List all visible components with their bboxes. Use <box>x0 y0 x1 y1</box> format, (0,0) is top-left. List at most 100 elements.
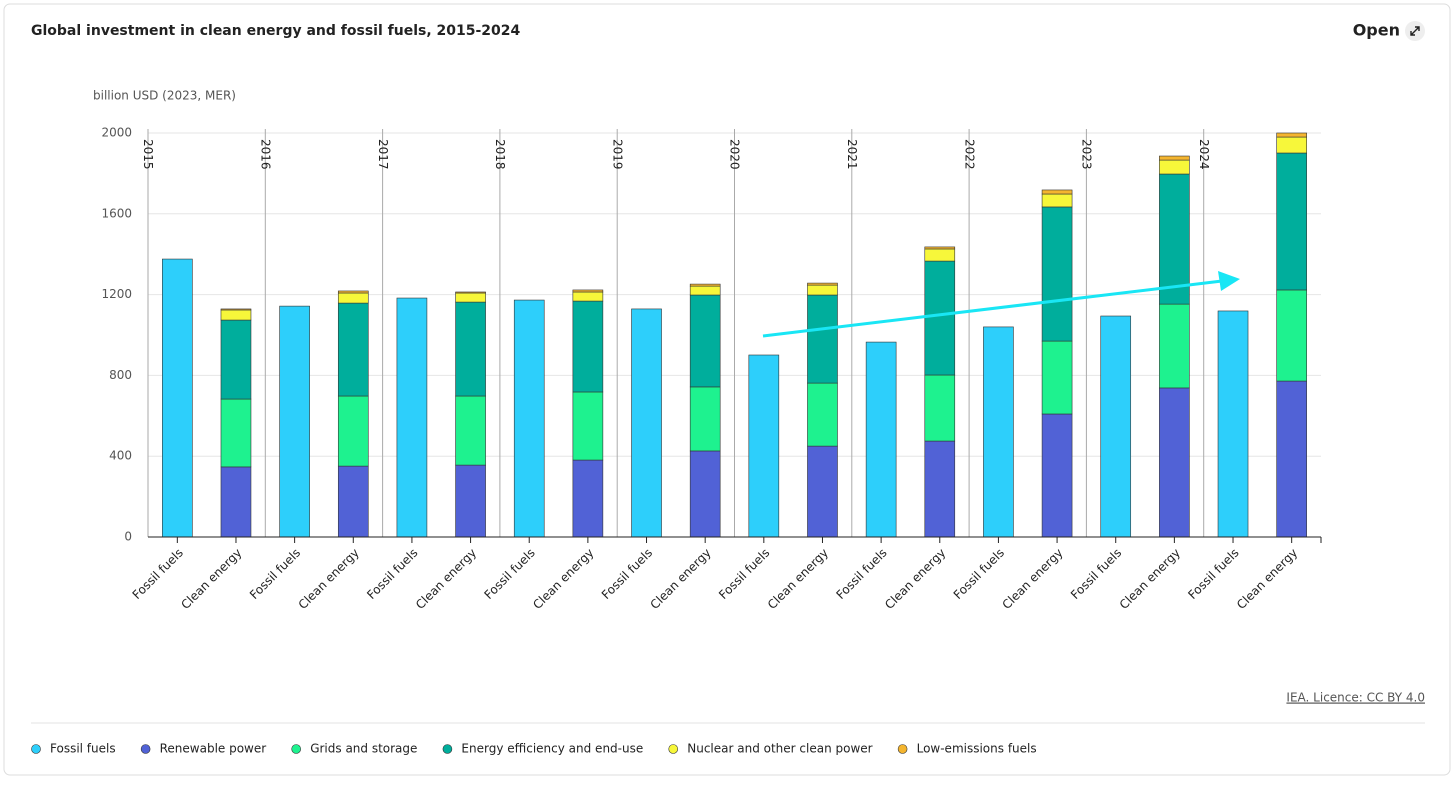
bar-segment <box>807 282 838 286</box>
group-label: 2020 <box>728 139 742 170</box>
group-label: 2024 <box>1197 139 1211 170</box>
source-link[interactable]: IEA. Licence: CC BY 4.0 <box>1286 691 1425 705</box>
legend-label: Nuclear and other clean power <box>687 742 872 756</box>
bar-segment <box>807 294 838 384</box>
group-label: 2019 <box>610 139 624 170</box>
bar-segment <box>220 319 252 400</box>
plot: 0 400 800 1200 1600 2000 2015 2016 2017 2018 2019 2… <box>101 126 1322 612</box>
bar-segment <box>924 440 956 538</box>
bar-segment <box>807 445 838 538</box>
bar-segment <box>1217 310 1249 538</box>
bar-segment <box>572 291 604 302</box>
y-tick-label: 2000 <box>101 126 132 140</box>
bar-segment <box>689 285 721 296</box>
bar-segment <box>455 291 486 294</box>
group-label: 2022 <box>962 139 976 170</box>
bar-segment <box>924 246 956 250</box>
group-label: 2015 <box>141 139 155 170</box>
bar-segment <box>1100 315 1132 538</box>
legend-swatch <box>291 744 301 754</box>
bar-segment <box>220 308 252 311</box>
bar-segment <box>1041 206 1073 342</box>
bar-segment <box>807 284 838 296</box>
bar-segment <box>1159 173 1190 305</box>
legend: Fossil fuels Renewable power Grids and sto… <box>31 742 1037 756</box>
bar-segment <box>337 290 369 294</box>
open-icon-glyph <box>1410 26 1420 36</box>
bar-segment <box>337 395 369 467</box>
group-label: 2017 <box>376 139 390 170</box>
legend-swatch <box>668 744 679 754</box>
legend-label: Fossil fuels <box>50 742 116 756</box>
bar-segment <box>220 309 252 321</box>
trend-arrow <box>762 271 1240 338</box>
bar-segment <box>1159 303 1190 389</box>
bar-segment <box>1276 289 1307 382</box>
legend-label: Energy efficiency and end-use <box>461 742 643 756</box>
bar-segment <box>1159 155 1190 161</box>
group-label: 2016 <box>259 139 273 170</box>
bar-segment <box>220 398 252 468</box>
bar-segment <box>924 260 956 376</box>
y-axis-label: billion USD (2023, MER) <box>93 89 236 103</box>
bar-segment <box>572 289 604 293</box>
bar-segment <box>1041 340 1073 415</box>
y-tick-label: 400 <box>109 449 132 463</box>
bar-segment <box>689 450 721 538</box>
bar-segment <box>1276 132 1307 138</box>
bar-segment <box>689 283 721 287</box>
bar-segment <box>572 391 604 461</box>
bar-segment <box>983 326 1014 538</box>
group-label: 2023 <box>1080 139 1094 170</box>
bar-segment <box>689 386 721 452</box>
bar-segment <box>337 465 369 538</box>
bar-segment <box>865 341 897 538</box>
bar-segment <box>337 292 369 304</box>
bar-segment <box>1159 387 1190 538</box>
bar-segment <box>1159 159 1190 175</box>
bar-segment <box>513 299 545 538</box>
y-tick-label: 0 <box>124 530 132 544</box>
legend-swatch <box>442 744 453 754</box>
bar-segment <box>220 466 252 538</box>
arrow-head <box>1218 271 1240 291</box>
y-tick-label: 1200 <box>101 287 132 301</box>
bar-segment <box>1276 380 1307 538</box>
bar-segment <box>572 300 604 393</box>
legend-swatch <box>140 744 151 754</box>
legend-swatch <box>897 744 908 754</box>
bar-segment <box>572 459 604 538</box>
bar-segment <box>455 301 486 397</box>
arrow-line <box>762 279 1223 338</box>
chart-title: Global investment in clean energy and fo… <box>31 23 521 39</box>
y-tick-label: 1600 <box>101 206 132 220</box>
open-button[interactable]: Open <box>1353 21 1400 40</box>
legend-label: Grids and storage <box>310 742 417 756</box>
legend-swatch <box>31 744 41 754</box>
bar-segment <box>455 395 486 466</box>
bar-segment <box>748 354 780 538</box>
bar-segment <box>689 294 721 388</box>
bar-segment <box>455 292 486 303</box>
bar-segment <box>337 302 369 397</box>
bar-segment <box>1041 193 1073 208</box>
y-tick-label: 800 <box>109 368 132 382</box>
legend-label: Renewable power <box>160 742 267 756</box>
card <box>3 3 1451 776</box>
bar-segment <box>455 464 486 538</box>
bar-segment <box>1276 152 1307 291</box>
bar-segment <box>396 297 428 538</box>
group-label: 2021 <box>845 139 859 170</box>
bar-segment <box>1276 136 1307 154</box>
bar-segment <box>631 308 662 538</box>
bar-segment <box>924 374 956 442</box>
bar-segment <box>1041 413 1073 538</box>
bar-segment <box>162 258 193 538</box>
group-label: 2018 <box>493 139 507 170</box>
bar-segment <box>807 382 838 447</box>
legend-label: Low-emissions fuels <box>917 742 1037 756</box>
bar-segment <box>279 305 310 538</box>
bar-segment <box>1041 189 1073 195</box>
bar-segment <box>924 248 956 262</box>
